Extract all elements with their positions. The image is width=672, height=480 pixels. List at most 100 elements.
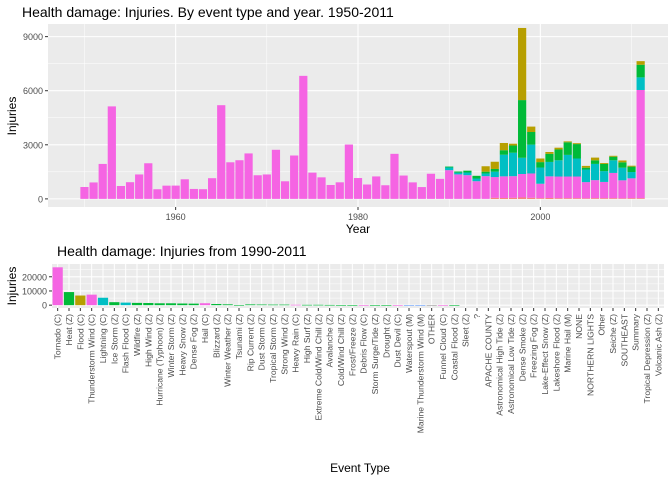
top-bar-segment: [235, 160, 244, 199]
top-bar-segment: [554, 198, 563, 199]
top-bar-segment: [572, 144, 581, 159]
top-bar-segment: [545, 176, 554, 198]
bottom-x-tick-label: Flood (C): [75, 314, 85, 350]
top-bar-segment: [326, 184, 335, 199]
bottom-x-tick-label: OTHER: [427, 314, 437, 344]
bottom-bar: [369, 305, 381, 306]
top-bar-segment: [545, 197, 554, 199]
bottom-x-tick-label: Summary: [631, 313, 641, 350]
bottom-x-tick-label: Tsunami (Z): [234, 314, 244, 359]
top-bar-segment: [590, 157, 600, 161]
top-bar-segment: [609, 172, 618, 199]
bottom-x-tick-label: High Wind (Z): [143, 314, 153, 367]
top-y-tick-label: 6000: [23, 86, 43, 96]
top-bar-segment: [445, 166, 454, 168]
bottom-x-tick-label: Marine Thunderstorm Wind (M): [415, 314, 425, 433]
top-bar-segment: [180, 179, 189, 199]
top-x-tick-label: 1960: [166, 212, 186, 222]
bottom-x-tick-label: Tropical Depression (Z): [642, 314, 652, 404]
top-y-tick-label: 0: [38, 194, 43, 204]
bottom-bar: [403, 305, 415, 306]
top-bar-segment: [381, 185, 390, 199]
top-bar-segment: [408, 182, 417, 199]
top-bar-segment: [627, 172, 636, 179]
bottom-x-tick-label: NONE: [574, 314, 584, 339]
top-bar-segment: [253, 175, 262, 199]
top-bar-segment: [499, 150, 508, 155]
bottom-x-tick-label: Volcanic Ash (Z): [653, 314, 663, 376]
top-bar-segment: [600, 163, 609, 164]
bottom-bar: [52, 267, 63, 306]
top-bar-segment: [536, 162, 545, 168]
top-bar-segment: [563, 142, 572, 155]
top-bar-segment: [454, 172, 463, 175]
bottom-y-tick-label: 10000: [22, 286, 47, 296]
bottom-x-tick-label: Wildfire (Z): [132, 314, 142, 356]
top-bar-segment: [600, 171, 609, 182]
top-bar-segment: [454, 174, 463, 199]
bottom-x-tick-label: Other: [597, 314, 607, 336]
top-bar-segment: [527, 144, 536, 174]
top-bar-segment: [572, 143, 581, 145]
top-bar-segment: [481, 166, 490, 172]
bottom-x-tick-label: Heavy Rain (C): [291, 314, 301, 373]
top-bar-segment: [472, 175, 481, 179]
top-bar-segment: [618, 160, 627, 163]
top-axes: 0 3000 6000 9000 1960 1980 2000: [23, 32, 550, 222]
top-bar-segment: [226, 162, 235, 199]
top-bar-segment: [217, 105, 226, 199]
bottom-x-tick-label: Tornado (C): [53, 314, 63, 360]
top-bar-segment: [162, 185, 171, 199]
top-bar-segment: [609, 160, 618, 173]
top-bar-segment: [144, 163, 153, 199]
top-bar-segment: [600, 181, 609, 199]
top-bar-segment: [554, 160, 563, 177]
top-bar-segment: [618, 180, 627, 199]
top-bar-segment: [554, 176, 563, 199]
top-bar-segment: [518, 157, 527, 175]
bottom-bar: [347, 305, 358, 306]
bottom-x-tick-label: NORTHERN LIGHTS: [585, 314, 595, 396]
top-bar-segment: [508, 197, 518, 199]
bottom-bar: [301, 304, 313, 306]
bottom-x-tick-label: Winter Weather (Z): [223, 314, 233, 387]
bottom-x-tick-label: Frost/Freeze (Z): [347, 314, 357, 376]
bottom-x-tick-label: Hail (C): [200, 314, 210, 343]
top-bar-segment: [627, 166, 636, 173]
bottom-x-tick-label: Tropical Storm (Z): [268, 314, 278, 383]
bottom-bar: [267, 304, 279, 306]
top-bar-segment: [399, 175, 408, 199]
top-x-tick-label: 1980: [348, 212, 368, 222]
bottom-bar: [154, 303, 165, 306]
top-bar-segment: [590, 163, 600, 181]
bottom-x-tick-label: Coastal Flood (Z): [449, 314, 459, 381]
top-bar-segment: [435, 178, 445, 199]
top-bar-segment: [454, 171, 463, 173]
top-bar-segment: [518, 27, 527, 101]
top-bar-segment: [116, 185, 126, 199]
top-bar-segment: [545, 153, 554, 162]
top-bar-segment: [508, 152, 518, 177]
top-bar-segment: [262, 174, 271, 199]
top-bar-segment: [280, 181, 290, 199]
top-bar-segment: [80, 187, 89, 199]
top-bar-segment: [125, 182, 135, 199]
top-bar-segment: [490, 168, 499, 172]
top-bar-segment: [627, 198, 636, 199]
bottom-bar: [324, 304, 335, 306]
top-bar-segment: [636, 61, 645, 65]
top-bar-segment: [299, 75, 308, 199]
top-bar-segment: [572, 176, 581, 199]
top-bar-segment: [536, 183, 545, 199]
bottom-x-tick-label: Heavy Snow (Z): [177, 314, 187, 376]
bottom-bar: [63, 292, 75, 306]
top-bar-segment: [490, 161, 499, 169]
top-bar-segment: [490, 197, 499, 199]
bottom-bar: [290, 304, 301, 306]
bottom-bar: [109, 302, 120, 306]
top-bar-segment: [609, 198, 618, 199]
bottom-x-tick-label: Dust Devil (C): [393, 314, 403, 368]
top-bar-segment: [600, 198, 609, 199]
